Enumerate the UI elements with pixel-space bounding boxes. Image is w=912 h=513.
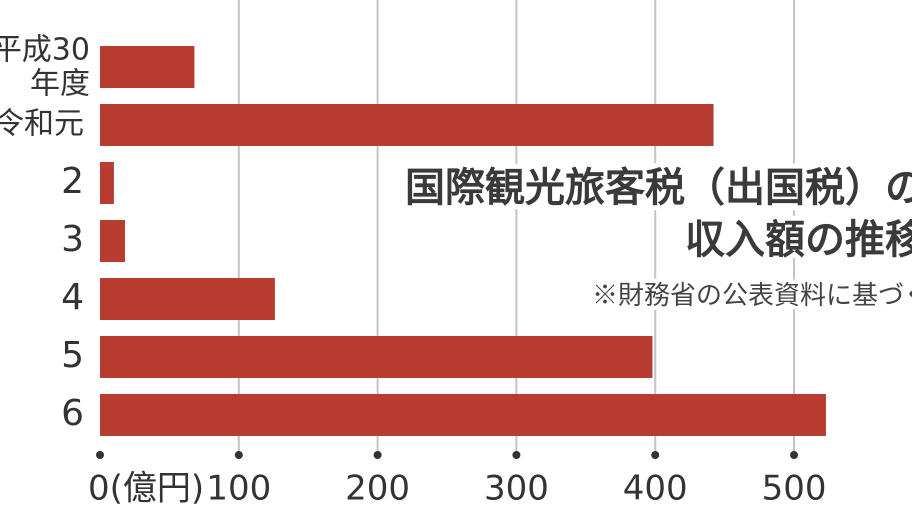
- bar: [100, 220, 125, 262]
- chart-title: 収入額の推移: [685, 217, 912, 263]
- y-tick-label: 4: [61, 277, 84, 318]
- x-tick-label: 0(億円): [88, 469, 204, 509]
- tick-dot: [790, 451, 799, 459]
- bar: [100, 394, 826, 436]
- tick-dot: [96, 451, 104, 459]
- chart-subtitle: ※財務省の公表資料に基づく: [592, 281, 912, 311]
- y-tick-label: 年度: [30, 67, 90, 102]
- y-tick-label: 2: [61, 161, 84, 202]
- x-tick-label: 200: [345, 469, 410, 509]
- y-tick-label: 平成30: [0, 33, 90, 68]
- bar: [100, 46, 195, 88]
- bar: [100, 104, 714, 146]
- tick-dot: [651, 451, 660, 459]
- x-tick-label: 400: [623, 469, 688, 509]
- bar: [100, 162, 114, 204]
- y-tick-label: 令和元: [0, 107, 84, 142]
- x-tick-label: 300: [484, 469, 549, 509]
- chart-title: 国際観光旅客税（出国税）の: [405, 165, 912, 211]
- y-tick-label: 3: [61, 219, 84, 260]
- x-tick-label: 500: [762, 469, 827, 509]
- y-tick-label: 5: [61, 335, 84, 376]
- tick-dot: [512, 451, 521, 459]
- bar: [100, 336, 653, 378]
- x-tick-label: 100: [206, 469, 271, 509]
- tick-dot: [234, 451, 243, 459]
- bar: [100, 278, 275, 320]
- tick-dot: [373, 451, 382, 459]
- y-tick-label: 6: [61, 393, 84, 434]
